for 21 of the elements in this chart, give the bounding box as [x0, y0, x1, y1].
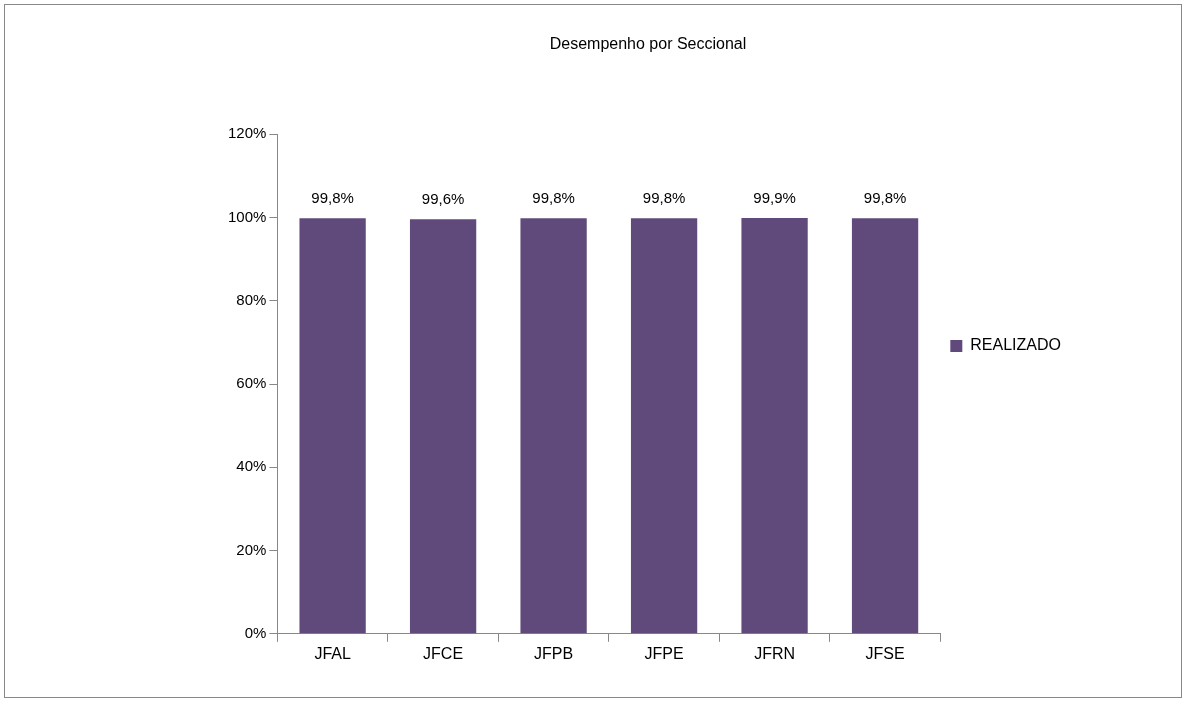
x-tick-label: JFAL [314, 644, 351, 662]
chart-title: Desempenho por Seccional [549, 35, 747, 53]
x-tick-label: JFSE [865, 644, 905, 662]
x-tick-label: JFRN [754, 644, 796, 662]
data-label: 99,8% [532, 188, 575, 206]
y-tick-label: 60% [236, 374, 267, 392]
data-label: 99,8% [863, 188, 907, 206]
y-tick-label: 0% [244, 623, 267, 641]
data-label: 99,8% [311, 188, 354, 206]
y-tick-label: 80% [236, 290, 267, 308]
y-tick-label: 120% [227, 124, 267, 142]
data-label: 99,6% [421, 189, 465, 207]
data-label: 99,9% [753, 188, 796, 206]
x-tick-label: JFPE [644, 644, 684, 662]
x-tick-label: JFPB [534, 644, 574, 662]
legend-label: REALIZADO [970, 336, 1061, 354]
y-tick-label: 40% [236, 457, 267, 475]
data-label: 99,8% [642, 188, 686, 206]
y-tick-label: 100% [227, 207, 267, 225]
x-tick-label: JFCE [423, 644, 464, 662]
y-tick-label: 20% [236, 540, 267, 558]
